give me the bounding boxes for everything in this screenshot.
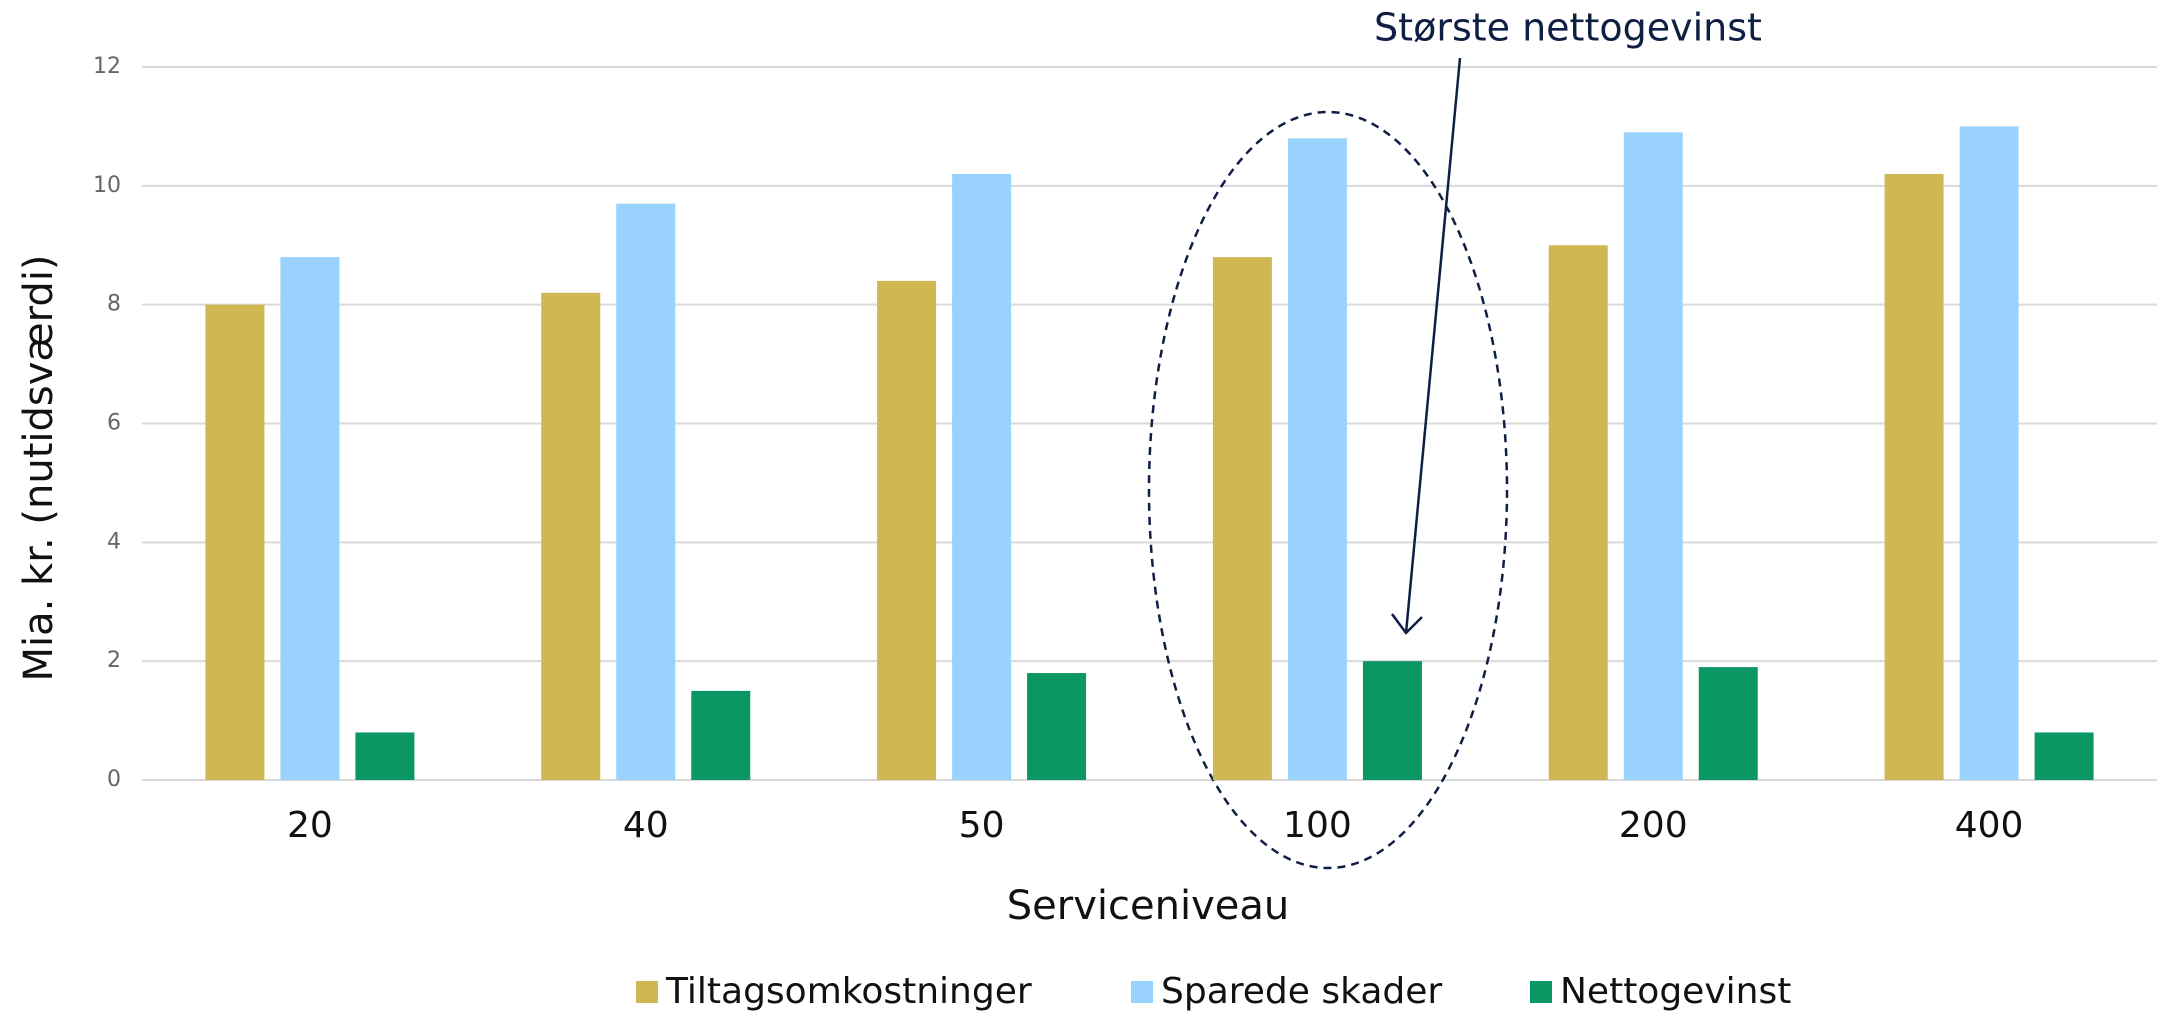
x-tick-label: 20 — [287, 805, 333, 846]
bar — [877, 280, 937, 780]
legend-swatch — [1131, 981, 1153, 1003]
highlight-ellipse — [1147, 110, 1509, 870]
bar — [1362, 661, 1422, 780]
bar — [2034, 732, 2094, 780]
bar — [1884, 173, 1944, 780]
y-tick-label: 4 — [107, 529, 121, 554]
legend-swatch — [636, 981, 658, 1003]
bar — [1548, 245, 1608, 780]
y-tick-label: 6 — [107, 411, 121, 436]
x-tick-label: 100 — [1283, 805, 1352, 846]
bar — [691, 690, 751, 780]
bar — [616, 203, 676, 781]
bar — [1698, 667, 1758, 780]
y-tick-label: 2 — [107, 648, 121, 673]
bar — [280, 257, 340, 781]
legend-label: Sparede skader — [1161, 971, 1442, 1012]
annotation-arrow — [1404, 57, 1462, 634]
bar — [952, 173, 1012, 780]
y-tick-label: 0 — [107, 767, 121, 792]
legend-label: Tiltagsomkostninger — [665, 971, 1032, 1012]
y-tick-label: 10 — [93, 173, 121, 198]
legend-swatch — [1530, 981, 1552, 1003]
bar — [1212, 257, 1272, 781]
legend-label: Nettogevinst — [1560, 971, 1791, 1012]
bar — [1959, 126, 2019, 780]
x-tick-label: 400 — [1955, 805, 2024, 846]
x-tick-label: 200 — [1619, 805, 1688, 846]
bar — [1623, 132, 1683, 780]
bar — [1287, 138, 1347, 781]
bar — [1027, 673, 1087, 780]
x-tick-label: 40 — [623, 805, 669, 846]
arrow-head — [1390, 613, 1423, 635]
annotation: Største nettogevinst — [1374, 6, 1762, 50]
y-tick-label: 12 — [93, 54, 121, 79]
y-tick-label: 8 — [107, 292, 121, 317]
y-axis-label: Mia. kr. (nutidsværdi) — [16, 254, 62, 681]
bar — [205, 304, 265, 780]
bar — [355, 732, 415, 780]
x-tick-label: 50 — [959, 805, 1005, 846]
x-axis-label: Serviceniveau — [1007, 883, 1289, 929]
bar — [541, 292, 601, 780]
